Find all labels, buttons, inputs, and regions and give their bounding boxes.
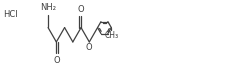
Text: O: O: [78, 5, 84, 14]
Text: CH₃: CH₃: [104, 31, 118, 40]
Text: O: O: [53, 56, 60, 65]
Text: NH₂: NH₂: [40, 3, 56, 12]
Text: HCl: HCl: [3, 10, 18, 19]
Text: O: O: [86, 43, 93, 52]
